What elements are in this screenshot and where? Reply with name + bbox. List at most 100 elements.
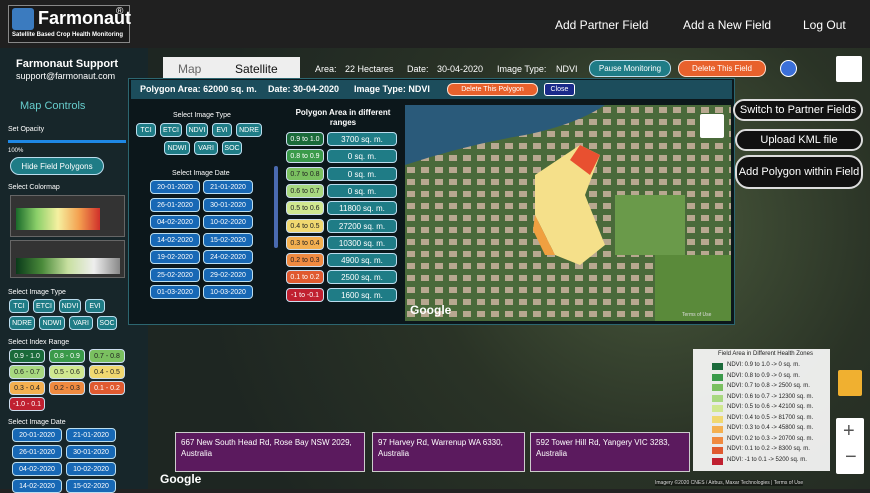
image-type-button[interactable]: EVI bbox=[85, 299, 105, 313]
range-area: 11800 sq. m. bbox=[327, 201, 397, 216]
range-chip: 0.1 to 0.2 bbox=[286, 270, 324, 285]
date-button[interactable]: 10-03-2020 bbox=[203, 285, 253, 299]
popup-google: Google bbox=[410, 303, 452, 317]
image-type-button[interactable]: TCI bbox=[136, 123, 156, 137]
tagline: Satellite Based Crop Health Monitoring bbox=[12, 32, 124, 38]
date-button[interactable]: 04-02-2020 bbox=[150, 215, 200, 229]
date-label: Date: bbox=[407, 64, 429, 74]
date-button[interactable]: 26-01-2020 bbox=[12, 445, 62, 459]
image-type-button[interactable]: TCI bbox=[9, 299, 29, 313]
fullscreen-button[interactable] bbox=[836, 56, 862, 82]
date-button[interactable]: 15-02-2020 bbox=[66, 479, 116, 493]
area-value: 22 Hectares bbox=[345, 64, 394, 74]
image-type-button[interactable]: ETCI bbox=[33, 299, 55, 313]
range-chip: 0.8 to 0.9 bbox=[286, 149, 324, 164]
index-range-button[interactable]: 0.3 - 0.4 bbox=[9, 381, 45, 395]
map-action-button[interactable]: Add Polygon within Field bbox=[735, 155, 863, 189]
image-type-button[interactable]: EVI bbox=[212, 123, 232, 137]
zoom-in[interactable]: + bbox=[843, 420, 855, 442]
date-button[interactable]: 14-02-2020 bbox=[12, 479, 62, 493]
date-button[interactable]: 10-02-2020 bbox=[203, 215, 253, 229]
image-type-button[interactable]: SOC bbox=[222, 141, 242, 155]
date-button[interactable]: 29-02-2020 bbox=[203, 267, 253, 282]
popup-terms: Terms of Use bbox=[682, 312, 712, 318]
image-type-button[interactable]: NDRE bbox=[9, 316, 35, 330]
opacity-slider[interactable] bbox=[8, 140, 126, 143]
image-type-button[interactable]: VARI bbox=[194, 141, 218, 155]
address-card[interactable]: 97 Harvey Rd, Warrenup WA 6330, Australi… bbox=[372, 432, 525, 472]
image-type-button[interactable]: NDVI bbox=[59, 299, 81, 313]
legend-swatch bbox=[712, 363, 723, 370]
popup-image-date-label: Select Image Date bbox=[172, 170, 230, 177]
date-button[interactable]: 21-01-2020 bbox=[203, 180, 253, 194]
delete-polygon-button[interactable]: Delete This Polygon bbox=[447, 83, 538, 96]
date-button[interactable]: 21-01-2020 bbox=[66, 428, 116, 442]
info-button[interactable] bbox=[780, 60, 797, 77]
range-chip: 0.6 to 0.7 bbox=[286, 183, 324, 198]
index-range-button[interactable]: 0.7 - 0.8 bbox=[89, 349, 125, 363]
image-type-button[interactable]: SOC bbox=[97, 316, 117, 330]
date-scrollbar[interactable] bbox=[274, 166, 278, 248]
popup-type: Image Type: NDVI bbox=[354, 84, 430, 94]
attribution: Imagery ©2020 CNES / Airbus, Maxar Techn… bbox=[655, 480, 804, 486]
date-button[interactable]: 19-02-2020 bbox=[150, 250, 200, 264]
date-button[interactable]: 15-02-2020 bbox=[203, 232, 253, 247]
index-range-button[interactable]: 0.5 - 0.6 bbox=[49, 365, 85, 379]
index-range-button[interactable]: 0.9 - 1.0 bbox=[9, 349, 45, 363]
map-action-button[interactable]: Switch to Partner Fields bbox=[733, 99, 863, 121]
zoom-controls[interactable] bbox=[836, 418, 864, 474]
image-type-button[interactable]: VARI bbox=[69, 316, 93, 330]
date-button[interactable]: 26-01-2020 bbox=[150, 197, 200, 212]
nav-link[interactable]: Add a New Field bbox=[683, 18, 772, 32]
map-controls[interactable]: Map Controls bbox=[20, 100, 86, 112]
legend-swatch bbox=[712, 415, 723, 423]
legend-row: NDVI: 0.1 to 0.2 -> 8300 sq. m. bbox=[727, 446, 810, 452]
date-button[interactable]: 25-02-2020 bbox=[150, 267, 200, 282]
date-button[interactable]: 30-01-2020 bbox=[203, 197, 253, 212]
legend-row: NDVI: -1 to 0.1 -> 5200 sq. m. bbox=[727, 456, 807, 463]
close-button[interactable]: Close bbox=[544, 83, 575, 96]
date-button[interactable]: 04-02-2020 bbox=[12, 462, 62, 476]
range-chip: -1 to -0.1 bbox=[286, 287, 324, 302]
image-type-button[interactable]: NDWI bbox=[164, 141, 190, 155]
delete-field-button[interactable]: Delete This Field bbox=[678, 60, 766, 77]
date-button[interactable]: 24-02-2020 bbox=[203, 250, 253, 264]
image-type-button[interactable]: ETCI bbox=[160, 123, 182, 137]
popup-fullscreen[interactable] bbox=[700, 114, 724, 138]
date-button[interactable]: 30-01-2020 bbox=[66, 445, 116, 459]
address-card[interactable]: 592 Tower Hill Rd, Yangery VIC 3283, Aus… bbox=[530, 432, 690, 472]
map-action-button[interactable]: Upload KML file bbox=[735, 129, 863, 151]
index-range-button[interactable]: 0.2 - 0.3 bbox=[49, 381, 85, 395]
range-chip: 0.7 to 0.8 bbox=[286, 166, 324, 181]
image-type-button[interactable]: NDVI bbox=[186, 123, 208, 137]
date-value: 30-04-2020 bbox=[437, 64, 484, 74]
legend-row: NDVI: 0.5 to 0.6 -> 42100 sq. m. bbox=[727, 404, 814, 410]
image-type-button[interactable]: NDRE bbox=[236, 123, 262, 137]
date-button[interactable]: 20-01-2020 bbox=[12, 428, 62, 442]
index-range-button[interactable]: 0.4 - 0.5 bbox=[89, 365, 125, 379]
map-tab[interactable]: Map bbox=[178, 62, 202, 76]
date-button[interactable]: 10-02-2020 bbox=[66, 462, 116, 476]
nav-link[interactable]: Log Out bbox=[803, 18, 846, 32]
address-card[interactable]: 667 New South Head Rd, Rose Bay NSW 2029… bbox=[175, 432, 365, 472]
nav-link[interactable]: Add Partner Field bbox=[555, 18, 649, 32]
index-range-button[interactable]: -1.0 - 0.1 bbox=[9, 397, 45, 411]
date-button[interactable]: 20-01-2020 bbox=[150, 180, 200, 194]
legend-swatch bbox=[712, 436, 723, 444]
pegman[interactable] bbox=[838, 370, 862, 396]
date-button[interactable]: 14-02-2020 bbox=[150, 232, 200, 247]
pause-button[interactable]: Pause Monitoring bbox=[589, 60, 671, 77]
index-range-button[interactable]: 0.6 - 0.7 bbox=[9, 365, 45, 379]
satellite-tab[interactable]: Satellite bbox=[235, 62, 278, 76]
range-chip: 0.3 to 0.4 bbox=[286, 235, 324, 250]
legend-row: NDVI: 0.9 to 1.0 -> 0 sq. m. bbox=[727, 362, 800, 368]
image-type-button[interactable]: NDWI bbox=[39, 316, 65, 330]
hide-polygons-button[interactable]: Hide Field Polygons bbox=[10, 157, 104, 175]
date-button[interactable]: 01-03-2020 bbox=[150, 285, 200, 299]
sb-image-date-label: Select Image Date bbox=[8, 419, 66, 426]
index-range-button[interactable]: 0.1 - 0.2 bbox=[89, 381, 125, 395]
range-chip: 0.2 to 0.3 bbox=[286, 253, 324, 268]
popup-area: Polygon Area: 62000 sq. m. bbox=[140, 84, 257, 94]
zoom-out[interactable]: − bbox=[845, 446, 857, 468]
index-range-button[interactable]: 0.8 - 0.9 bbox=[49, 349, 85, 363]
